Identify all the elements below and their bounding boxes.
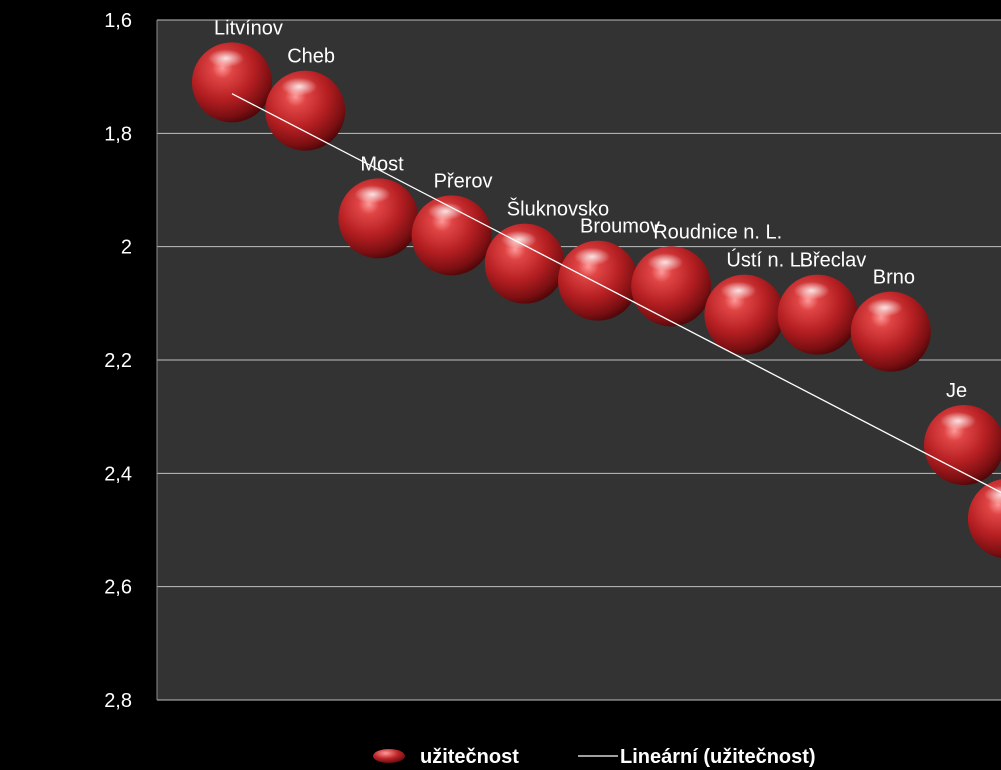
y-axis-ticks: 1,6 1,8 2 2,2 2,4 2,6 2,8 [104,10,132,712]
data-point-marker [924,405,1001,485]
legend-label-trendline: Lineární (užitečnost) [620,746,816,768]
y-tick-label: 1,6 [104,10,132,32]
y-tick-label: 2,6 [104,577,132,599]
data-point-marker [704,274,785,355]
data-point-marker [850,291,931,372]
data-point-marker [192,42,272,123]
data-point-label: Je [946,380,967,402]
y-tick-label: 2,4 [104,463,132,485]
data-point-marker [558,240,638,321]
data-point-label: Šluknovsko [507,198,609,221]
data-point-label: Přerov [434,170,493,192]
legend-marker-symbol [373,749,405,763]
data-point-marker [777,274,858,355]
data-point-marker [411,195,492,276]
y-tick-label: 1,8 [104,123,132,145]
y-tick-label: 2 [121,237,132,259]
data-point-label: Břeclav [800,250,867,272]
data-point-label: Broumov [580,216,660,238]
data-point-label: Cheb [287,46,335,68]
y-tick-label: 2,2 [104,350,132,372]
legend-label-series: užitečnost [420,746,519,768]
data-point-label: Litvínov [214,17,283,39]
data-point-marker [967,479,1001,559]
data-point-marker [265,70,346,151]
data-point-label: Roudnice n. L. [653,221,782,243]
trendline [231,93,1001,494]
series-markers [192,42,1001,559]
data-point-marker [484,223,565,304]
data-point-label: Ústí n. L. [726,249,806,272]
data-point-label: Most [360,153,404,175]
legend: užitečnost Lineární (užitečnost) [373,746,816,768]
y-tick-label: 2,8 [104,690,132,712]
data-point-label: Brno [873,267,915,289]
data-point-marker [631,246,712,327]
data-point-marker [338,178,419,259]
